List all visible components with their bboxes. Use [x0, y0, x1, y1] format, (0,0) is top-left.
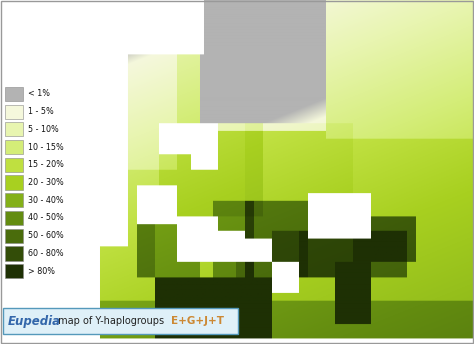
Text: Eupedia: Eupedia: [8, 314, 61, 327]
Text: > 80%: > 80%: [28, 267, 55, 276]
Text: 50 - 60%: 50 - 60%: [28, 231, 64, 240]
Bar: [5, 211, 23, 225]
Text: 30 - 40%: 30 - 40%: [28, 196, 64, 205]
Text: 5 - 10%: 5 - 10%: [28, 125, 59, 134]
Bar: [5, 158, 23, 172]
Text: 1 - 5%: 1 - 5%: [28, 107, 54, 116]
Bar: [5, 105, 23, 119]
Text: 60 - 80%: 60 - 80%: [28, 249, 64, 258]
Text: 40 - 50%: 40 - 50%: [28, 214, 64, 223]
Bar: [5, 87, 23, 101]
Text: 15 - 20%: 15 - 20%: [28, 160, 64, 169]
Bar: [5, 175, 23, 190]
Text: map of Y-haplogroups: map of Y-haplogroups: [55, 316, 167, 326]
Bar: [5, 140, 23, 154]
Bar: [5, 193, 23, 207]
Text: E+G+J+T: E+G+J+T: [171, 316, 224, 326]
Bar: [5, 122, 23, 137]
Bar: [3, 308, 238, 334]
Bar: [5, 264, 23, 278]
Text: 20 - 30%: 20 - 30%: [28, 178, 64, 187]
Text: < 1%: < 1%: [28, 89, 50, 98]
Bar: [5, 229, 23, 243]
Bar: [5, 246, 23, 260]
Text: 10 - 15%: 10 - 15%: [28, 142, 64, 152]
